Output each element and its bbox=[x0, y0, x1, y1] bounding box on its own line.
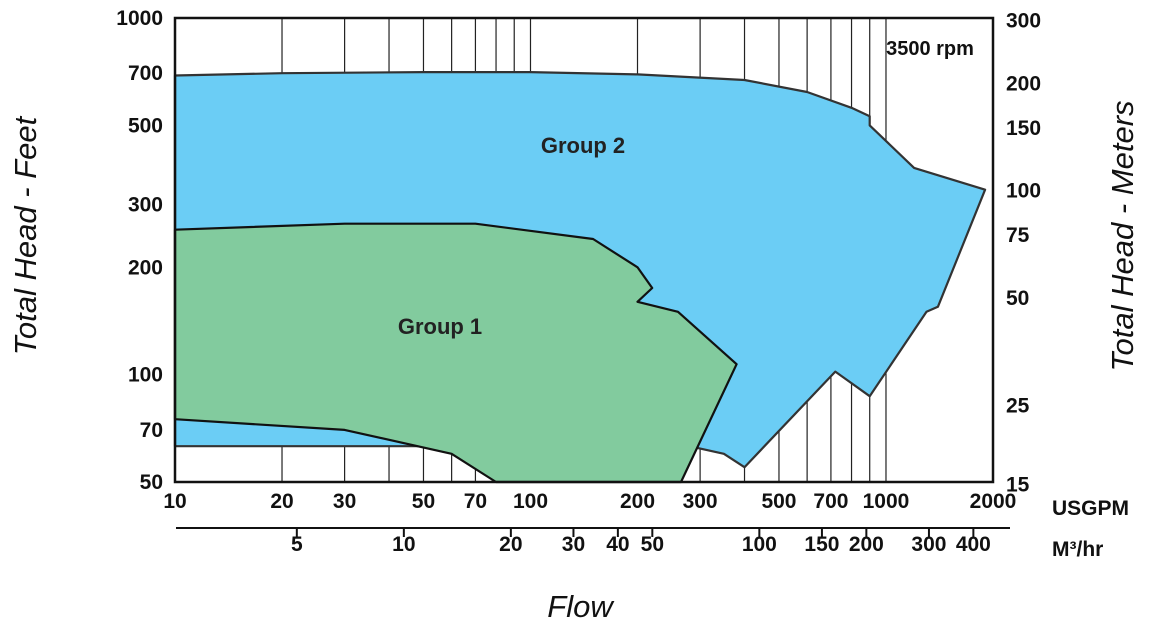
secondary-tick-label: 300 bbox=[911, 533, 946, 556]
x-tick-label: 10 bbox=[163, 490, 186, 513]
secondary-tick-label: 20 bbox=[499, 533, 522, 556]
y-axis-left-title: Total Head - Feet bbox=[8, 115, 43, 355]
y-left-tick-label: 70 bbox=[140, 419, 163, 442]
x-tick-label: 30 bbox=[333, 490, 356, 513]
y-left-tick-label: 300 bbox=[128, 193, 163, 216]
secondary-tick-label: 200 bbox=[849, 533, 884, 556]
secondary-tick-label: 40 bbox=[606, 533, 629, 556]
x-tick-label: 700 bbox=[813, 490, 848, 513]
x-tick-label: 500 bbox=[761, 490, 796, 513]
usgpm-unit-label: USGPM bbox=[1052, 497, 1129, 520]
secondary-tick-label: 5 bbox=[291, 533, 303, 556]
group-1-label: Group 1 bbox=[398, 314, 482, 339]
y-right-tick-label: 25 bbox=[1006, 394, 1030, 417]
m3hr-unit-label: M³/hr bbox=[1052, 538, 1103, 561]
bottom-axis-ticks: 10 20 30 50 70 100 200 300 500 700 1000 2000 bbox=[163, 490, 1016, 513]
secondary-tick-label: 100 bbox=[742, 533, 777, 556]
y-left-tick-label: 50 bbox=[140, 471, 163, 494]
y-right-tick-label: 150 bbox=[1006, 117, 1041, 140]
x-tick-label: 70 bbox=[464, 490, 487, 513]
x-tick-label: 100 bbox=[513, 490, 548, 513]
secondary-axis-ticks: 5 10 20 30 40 50 100 150 200 300 400 bbox=[291, 528, 991, 556]
y-right-tick-label: 75 bbox=[1006, 224, 1030, 247]
secondary-tick-label: 30 bbox=[562, 533, 585, 556]
y-left-tick-label: 100 bbox=[128, 364, 163, 387]
plot-frame bbox=[173, 16, 995, 484]
group-1-region bbox=[173, 222, 738, 484]
y-left-tick-label: 200 bbox=[128, 256, 163, 279]
y-right-tick-label: 15 bbox=[1006, 473, 1030, 496]
y-right-tick-label: 200 bbox=[1006, 72, 1041, 95]
group-2-label: Group 2 bbox=[541, 133, 625, 158]
x-tick-label: 200 bbox=[620, 490, 655, 513]
y-right-tick-label: 100 bbox=[1006, 180, 1041, 203]
y-left-tick-label: 700 bbox=[128, 62, 163, 85]
y-right-tick-label: 50 bbox=[1006, 287, 1029, 310]
secondary-tick-label: 50 bbox=[641, 533, 664, 556]
y-axis-right-title: Total Head - Meters bbox=[1105, 100, 1140, 371]
y-right-tick-label: 300 bbox=[1006, 9, 1041, 32]
y-left-tick-label: 1000 bbox=[116, 7, 163, 30]
speed-label: 3500 rpm bbox=[886, 38, 974, 60]
x-axis-title: Flow bbox=[547, 589, 615, 622]
right-axis-ticks: 300 200 150 100 75 50 25 15 bbox=[1006, 9, 1041, 496]
x-tick-label: 300 bbox=[683, 490, 718, 513]
left-axis-ticks: 1000 700 500 300 200 100 70 50 bbox=[116, 7, 163, 494]
secondary-tick-label: 150 bbox=[804, 533, 839, 556]
x-tick-label: 2000 bbox=[970, 490, 1017, 513]
secondary-tick-label: 400 bbox=[956, 533, 991, 556]
x-tick-label: 50 bbox=[412, 490, 435, 513]
x-tick-label: 1000 bbox=[863, 490, 910, 513]
y-left-tick-label: 500 bbox=[128, 114, 163, 137]
secondary-tick-label: 10 bbox=[392, 533, 415, 556]
x-tick-label: 20 bbox=[270, 490, 293, 513]
